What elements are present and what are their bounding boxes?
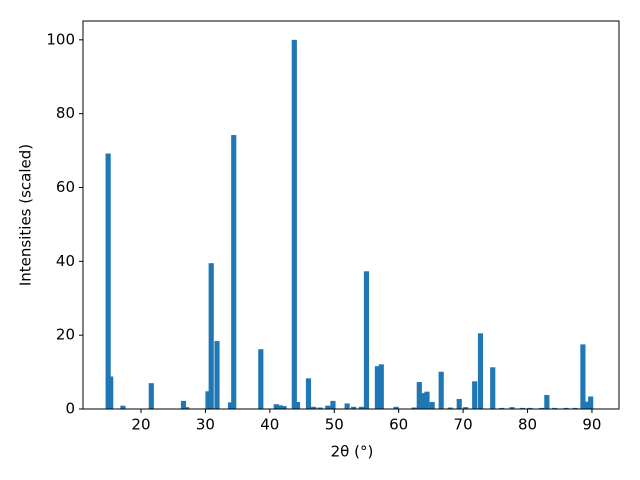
bar (214, 341, 220, 409)
bar (572, 407, 578, 409)
bar (208, 263, 214, 409)
x-tick-label: 60 (389, 416, 408, 434)
y-tick-label: 20 (56, 326, 75, 344)
bar (108, 376, 114, 409)
bar (351, 406, 357, 409)
bar (363, 271, 370, 409)
bar (227, 402, 234, 409)
y-tick-label: 60 (56, 178, 75, 196)
bar (105, 153, 111, 409)
bar (184, 407, 190, 409)
bar (231, 135, 237, 409)
bar (429, 401, 435, 409)
bar (519, 407, 525, 409)
bar (148, 383, 154, 409)
y-tick-label: 100 (46, 30, 75, 48)
bar (416, 382, 422, 409)
y-axis-label: Intensities (scaled) (17, 144, 35, 286)
bar (411, 407, 417, 409)
bar (277, 405, 283, 409)
bar (374, 366, 380, 409)
bar (447, 407, 453, 409)
bar (509, 407, 515, 409)
y-tick-label: 0 (65, 400, 75, 418)
x-tick-label: 40 (260, 416, 279, 434)
bar (544, 394, 550, 409)
bar (317, 407, 323, 409)
bar (463, 407, 469, 409)
y-tick-label: 80 (56, 104, 75, 122)
bar (180, 400, 187, 409)
bar (490, 367, 496, 409)
bar (325, 405, 331, 409)
bar (420, 393, 426, 409)
bar (393, 406, 399, 409)
bar (563, 407, 569, 409)
x-tick-label: 70 (454, 416, 473, 434)
x-tick-label: 80 (518, 416, 537, 434)
bar (539, 407, 545, 409)
bar (305, 378, 312, 409)
bar (378, 364, 384, 409)
bar (552, 407, 558, 409)
bar (273, 404, 279, 409)
bar (438, 371, 444, 409)
x-tick-label: 30 (196, 416, 215, 434)
bar (330, 400, 336, 409)
plot-frame (82, 20, 620, 410)
x-tick-label: 20 (131, 416, 150, 434)
bar (358, 406, 364, 409)
x-tick-label: 90 (582, 416, 601, 434)
bar (291, 39, 297, 409)
bar (205, 391, 211, 409)
bar (120, 405, 126, 409)
bar (584, 401, 590, 409)
bar (580, 344, 586, 409)
bar (294, 401, 301, 409)
x-axis-label: 2θ (°) (331, 443, 374, 461)
bar (281, 406, 287, 409)
bar (311, 406, 317, 409)
x-tick-label: 50 (325, 416, 344, 434)
bar (477, 333, 484, 409)
bar (588, 396, 594, 409)
bar (424, 391, 430, 409)
bar (456, 399, 462, 409)
bar (344, 403, 350, 409)
bar (258, 349, 264, 409)
bar (472, 381, 478, 409)
bar (499, 407, 505, 409)
bar (527, 407, 533, 409)
y-tick-label: 40 (56, 252, 75, 270)
